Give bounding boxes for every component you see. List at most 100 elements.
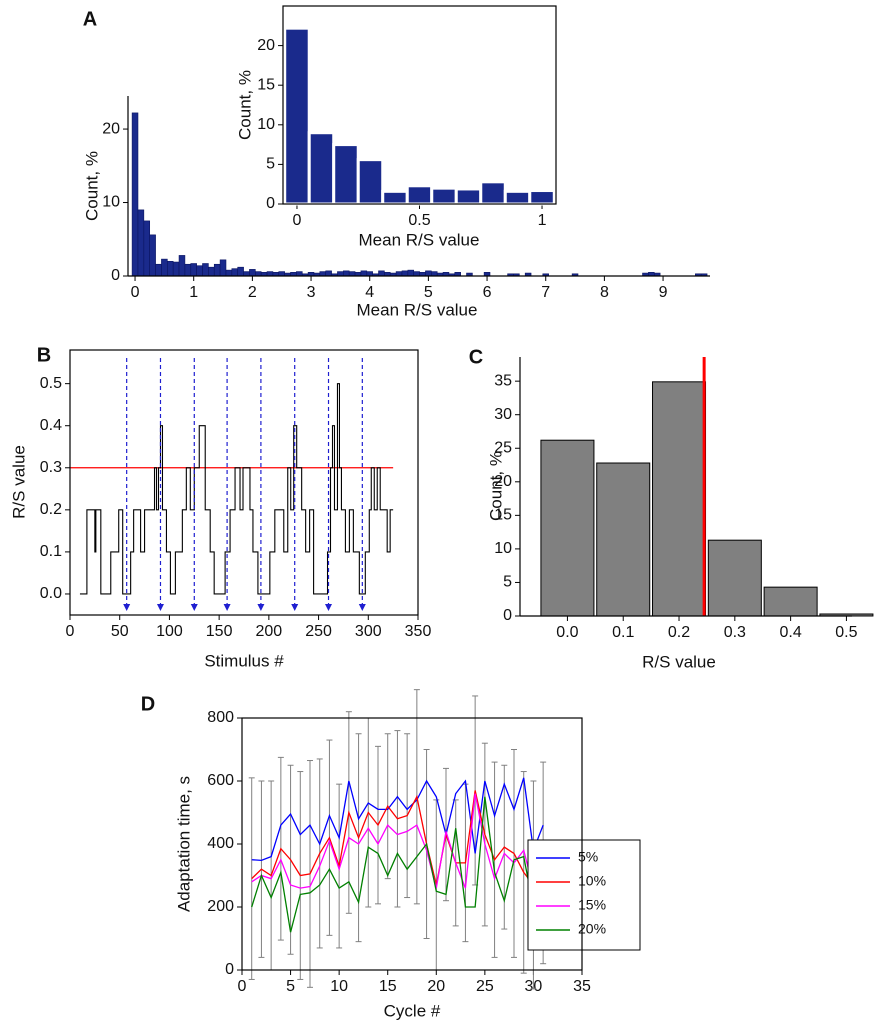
x-tick-label: 0.2	[668, 624, 690, 641]
bar	[378, 270, 385, 277]
y-tick-label: 0.4	[40, 417, 62, 434]
y-tick-label: 15	[257, 76, 275, 93]
x-tick-label: 0	[131, 284, 140, 301]
y-axis-label: Count, %	[486, 451, 505, 521]
series-line	[251, 796, 544, 933]
x-tick-label: 0.5	[835, 624, 857, 641]
bar	[454, 187, 483, 206]
x-tick-label: 10	[330, 978, 348, 995]
bar	[143, 220, 151, 277]
bar	[348, 271, 356, 277]
bar	[413, 271, 420, 277]
legend-label: 5%	[578, 849, 598, 865]
y-tick-label: 5	[266, 156, 275, 173]
x-tick-label: 200	[256, 623, 283, 640]
x-tick-label: 8	[600, 284, 609, 301]
x-axis-label: Cycle #	[384, 1001, 441, 1020]
bar	[319, 271, 327, 277]
x-tick-label: 0	[293, 212, 302, 229]
x-tick-label: 50	[111, 623, 129, 640]
arrow-head	[358, 604, 366, 611]
bar	[266, 271, 274, 277]
x-tick-label: 250	[305, 623, 332, 640]
bar	[208, 266, 215, 277]
y-tick-label: 800	[207, 709, 234, 726]
bar	[430, 186, 458, 206]
y-tick-label: 0	[503, 607, 512, 624]
arrow-head	[190, 604, 198, 611]
trace	[79, 383, 394, 595]
y-tick-label: 35	[494, 372, 512, 389]
bar	[249, 269, 256, 277]
bar	[237, 266, 244, 277]
plot-area	[242, 718, 582, 970]
bar	[213, 263, 221, 277]
x-tick-label: 25	[476, 978, 494, 995]
x-tick-label: 7	[541, 284, 550, 301]
bar	[196, 265, 203, 277]
y-tick-label: 10	[257, 116, 275, 133]
bar	[652, 381, 707, 617]
y-axis-label: Count, %	[82, 151, 101, 221]
arrow-head	[257, 604, 265, 611]
bar	[360, 270, 368, 277]
y-tick-label: 0.1	[40, 543, 62, 560]
series-line	[251, 793, 544, 891]
x-tick-label: 150	[206, 623, 233, 640]
y-tick-label: 0.3	[40, 459, 62, 476]
bar	[401, 270, 409, 277]
x-axis-label: Mean R/S value	[359, 230, 480, 249]
bar	[763, 586, 818, 617]
y-tick-label: 10	[494, 540, 512, 557]
panel: 0 50 100 150 200 250 300 350 0.0 0.1 0.2 0.3 0.4 0.5 S…	[9, 344, 431, 670]
arrow-head	[223, 604, 231, 611]
bar	[243, 271, 250, 277]
bar	[255, 271, 262, 277]
y-axis-label: Adaptation time, s	[174, 776, 193, 912]
bar	[528, 189, 556, 206]
bar	[503, 189, 532, 206]
bar	[231, 268, 239, 277]
y-tick-label: 600	[207, 772, 234, 789]
panel-letter: A	[83, 8, 97, 30]
bar	[366, 271, 373, 277]
bar	[149, 234, 156, 277]
plot-area	[70, 350, 418, 615]
bar	[405, 184, 434, 206]
y-tick-label: 25	[494, 439, 512, 456]
x-tick-label: 0.4	[779, 624, 801, 641]
arrow-head	[325, 604, 333, 611]
panel-letter: B	[37, 344, 51, 366]
legend-label: 20%	[578, 921, 606, 937]
y-tick-label: 20	[257, 37, 275, 54]
series-line	[251, 790, 544, 887]
y-tick-label: 0.0	[40, 585, 62, 602]
y-tick-label: 30	[494, 406, 512, 423]
x-tick-label: 1	[538, 212, 547, 229]
bar	[540, 439, 595, 617]
x-tick-label: 0.5	[408, 212, 430, 229]
bar	[343, 270, 350, 277]
bar	[395, 271, 403, 277]
legend-label: 15%	[578, 897, 606, 913]
x-tick-label: 4	[365, 284, 374, 301]
bar	[167, 261, 174, 277]
bar	[381, 189, 409, 206]
y-tick-label: 10	[102, 194, 120, 211]
x-tick-label: 0	[238, 978, 247, 995]
y-tick-label: 20	[494, 473, 512, 490]
bar	[479, 180, 507, 206]
y-tick-label: 5	[503, 574, 512, 591]
x-tick-label: 100	[156, 623, 183, 640]
axes-frame	[69, 349, 419, 616]
y-tick-label: 0.2	[40, 501, 62, 518]
y-tick-label: 0	[111, 267, 120, 284]
x-tick-label: 0.1	[612, 624, 634, 641]
bar	[137, 209, 145, 277]
bar	[184, 263, 192, 277]
x-tick-label: 5	[286, 978, 295, 995]
bar	[407, 269, 415, 277]
x-tick-label: 2	[248, 284, 257, 301]
